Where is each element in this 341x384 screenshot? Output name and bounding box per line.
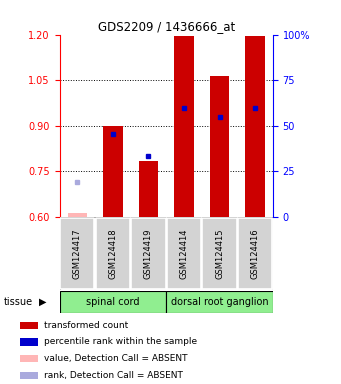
- Bar: [20, 338, 38, 346]
- Text: GSM124416: GSM124416: [251, 228, 260, 279]
- Bar: [167, 218, 201, 289]
- Bar: [60, 291, 166, 313]
- Bar: [245, 36, 265, 217]
- Text: GSM124417: GSM124417: [73, 228, 82, 279]
- Text: spinal cord: spinal cord: [86, 297, 140, 307]
- Text: GSM124418: GSM124418: [108, 228, 117, 279]
- Text: GSM124414: GSM124414: [179, 228, 189, 279]
- Bar: [103, 126, 123, 217]
- Text: ▶: ▶: [39, 297, 46, 307]
- Bar: [20, 372, 38, 379]
- Text: GSM124419: GSM124419: [144, 228, 153, 279]
- Text: rank, Detection Call = ABSENT: rank, Detection Call = ABSENT: [44, 371, 183, 380]
- Bar: [20, 355, 38, 362]
- Bar: [68, 213, 87, 217]
- Bar: [96, 218, 130, 289]
- Text: tissue: tissue: [3, 297, 32, 307]
- Bar: [131, 218, 165, 289]
- Bar: [60, 218, 94, 289]
- Bar: [203, 218, 237, 289]
- Bar: [210, 76, 229, 217]
- Text: transformed count: transformed count: [44, 321, 128, 330]
- Text: percentile rank within the sample: percentile rank within the sample: [44, 338, 197, 346]
- Text: GSM124415: GSM124415: [215, 228, 224, 279]
- Title: GDS2209 / 1436666_at: GDS2209 / 1436666_at: [98, 20, 235, 33]
- Bar: [20, 321, 38, 329]
- Bar: [238, 218, 272, 289]
- Bar: [174, 36, 194, 217]
- Bar: [139, 161, 158, 217]
- Text: dorsal root ganglion: dorsal root ganglion: [171, 297, 268, 307]
- Text: value, Detection Call = ABSENT: value, Detection Call = ABSENT: [44, 354, 188, 363]
- Bar: [166, 291, 273, 313]
